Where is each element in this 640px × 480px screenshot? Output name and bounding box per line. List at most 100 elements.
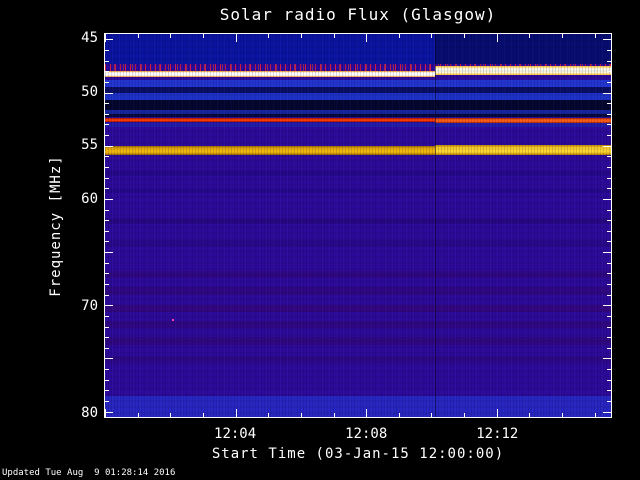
x-axis-tick (137, 34, 139, 38)
y-tick-label: 55 (81, 137, 98, 154)
x-axis-tick (202, 34, 204, 38)
y-axis-tick (607, 177, 611, 179)
y-axis-tick (607, 284, 611, 286)
y-tick-label: 60 (81, 190, 98, 207)
x-axis-tick (235, 409, 237, 417)
x-axis-tick (268, 413, 270, 417)
y-axis-tick (607, 315, 611, 317)
x-axis-label: Start Time (03-Jan-15 12:00:00) (211, 446, 505, 462)
y-axis-tick (603, 39, 611, 41)
x-axis-tick (431, 413, 433, 417)
y-axis-tick (607, 230, 611, 232)
y-axis-tick (603, 252, 611, 254)
y-axis-tick (607, 262, 611, 264)
y-axis-tick (105, 230, 109, 232)
y-axis-tick (607, 220, 611, 222)
y-axis-tick (105, 92, 113, 94)
x-axis-tick (529, 413, 531, 417)
y-axis-tick (105, 166, 109, 168)
band-carrier-line-left (105, 70, 435, 77)
y-axis-tick (105, 81, 109, 83)
y-tick-label: 50 (81, 83, 98, 100)
y-axis-tick (105, 188, 109, 190)
y-tick-label: 80 (81, 404, 98, 421)
y-axis-tick (105, 379, 109, 381)
x-tick-label: 12:08 (345, 426, 388, 442)
y-axis-tick (607, 347, 611, 349)
y-axis-tick (105, 411, 113, 413)
x-axis-tick (398, 413, 400, 417)
y-axis-tick (607, 369, 611, 371)
y-axis-tick (607, 209, 611, 211)
y-axis-tick (105, 347, 109, 349)
band-stripe-blue-1 (105, 80, 611, 88)
y-axis-tick (105, 315, 109, 317)
y-axis-tick (105, 337, 109, 339)
y-axis-tick (603, 411, 611, 413)
y-axis-tick (105, 241, 109, 243)
y-axis-tick (105, 220, 109, 222)
band-faint-stripe-4 (105, 240, 611, 247)
y-axis-tick (603, 145, 611, 147)
y-axis-tick (607, 273, 611, 275)
band-faint-stripe-1 (105, 170, 611, 176)
x-axis-tick (366, 409, 368, 417)
y-axis-tick (105, 262, 109, 264)
y-axis-tick (607, 188, 611, 190)
segment-seam (434, 34, 436, 417)
band-faint-stripe-3 (105, 218, 611, 225)
y-axis-tick (105, 177, 109, 179)
x-axis-tick (594, 413, 596, 417)
y-axis-tick (105, 401, 109, 403)
chart-title: Solar radio Flux (Glasgow) (219, 5, 497, 24)
x-axis-tick (366, 34, 368, 42)
band-faint-stripe-6 (105, 287, 611, 295)
y-axis-tick (105, 113, 109, 115)
updated-timestamp: Updated Tue Aug 9 01:28:14 2016 (2, 468, 176, 478)
x-axis-tick (333, 34, 335, 38)
y-axis-tick (603, 198, 611, 200)
band-red-line-left (105, 117, 435, 123)
band-red-speckle-row (105, 64, 611, 71)
y-axis-tick (105, 39, 113, 41)
band-faint-stripe-10 (105, 356, 611, 364)
y-axis-tick (105, 124, 109, 126)
x-axis-tick (105, 409, 106, 417)
y-axis-tick (607, 81, 611, 83)
y-axis-tick (607, 390, 611, 392)
y-axis-tick (105, 284, 109, 286)
band-top-noise (105, 34, 611, 65)
y-axis-tick (105, 198, 113, 200)
band-yellow-band-left (105, 146, 435, 155)
x-axis-tick (464, 34, 466, 38)
spectrogram-plot (104, 33, 612, 418)
y-axis-tick (603, 305, 611, 307)
x-tick-label: 12:12 (476, 426, 519, 442)
band-stripe-blue-2 (105, 92, 611, 100)
x-axis-tick (170, 413, 172, 417)
band-faint-stripe-5 (105, 271, 611, 279)
y-axis-tick (105, 369, 109, 371)
y-axis-tick (105, 273, 109, 275)
x-axis-tick (398, 34, 400, 38)
x-axis-tick (562, 413, 564, 417)
x-axis-tick (105, 34, 106, 42)
band-stripe-blue-3 (105, 109, 611, 115)
y-axis-tick (607, 60, 611, 62)
band-carrier-line-right (434, 66, 611, 75)
band-yellow-band-right (434, 145, 611, 156)
x-axis-tick (170, 34, 172, 38)
y-axis-tick (607, 337, 611, 339)
band-red-line-right (434, 118, 611, 123)
x-axis-tick (496, 34, 498, 42)
y-axis-tick (607, 294, 611, 296)
y-axis-tick (105, 135, 109, 137)
y-axis-tick (105, 252, 113, 254)
band-stripe-dark-1 (105, 87, 611, 93)
x-axis-tick (529, 34, 531, 38)
y-axis-tick (607, 113, 611, 115)
band-faint-stripe-2 (105, 188, 611, 194)
x-tick-label: 12:04 (214, 426, 257, 442)
x-axis-tick (464, 413, 466, 417)
